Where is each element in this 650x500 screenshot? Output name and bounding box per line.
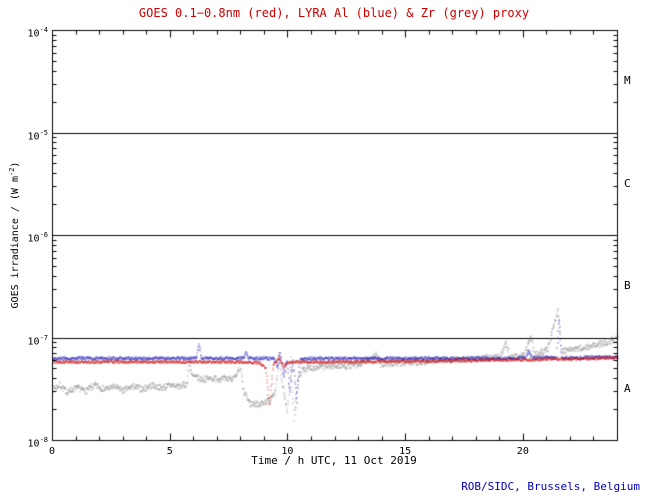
flare-class-label: A xyxy=(624,381,631,395)
y-tick-label: 10-8 xyxy=(27,436,48,450)
y-tick-label: 10-4 xyxy=(27,26,48,40)
x-tick-label: 15 xyxy=(399,446,412,457)
y-tick-label: 10-6 xyxy=(27,231,48,245)
y-tick-exponent: -8 xyxy=(39,436,48,444)
y-axis-label-post: ) xyxy=(10,161,22,168)
y-axis-label-pre: GOES irradiance / (W m xyxy=(10,176,22,309)
y-axis-label: GOES irradiance / (W m-2) xyxy=(5,162,23,309)
y-tick-label: 10-5 xyxy=(27,128,48,142)
y-tick-exponent: -4 xyxy=(39,26,48,34)
flare-class-label: C xyxy=(624,176,631,190)
credit-text: ROB/SIDC, Brussels, Belgium xyxy=(461,480,640,493)
x-tick-label: 0 xyxy=(48,446,56,457)
y-tick-exponent: -7 xyxy=(39,333,48,342)
flare-class-label: M xyxy=(624,74,631,88)
x-tick-label: 20 xyxy=(516,446,529,457)
y-axis-label-exponent: -2 xyxy=(7,167,16,177)
flare-class-label: B xyxy=(624,279,631,293)
y-tick-exponent: -6 xyxy=(39,231,48,239)
y-tick-exponent: -5 xyxy=(39,128,48,137)
y-tick-label: 10-7 xyxy=(27,333,48,347)
chart-title: GOES 0.1−0.8nm (red), LYRA Al (blue) & Z… xyxy=(138,6,530,20)
x-tick-label: 5 xyxy=(166,446,173,457)
x-tick-label: 10 xyxy=(281,446,294,457)
x-axis-label: Time / h UTC, 11 Oct 2019 xyxy=(251,454,417,467)
